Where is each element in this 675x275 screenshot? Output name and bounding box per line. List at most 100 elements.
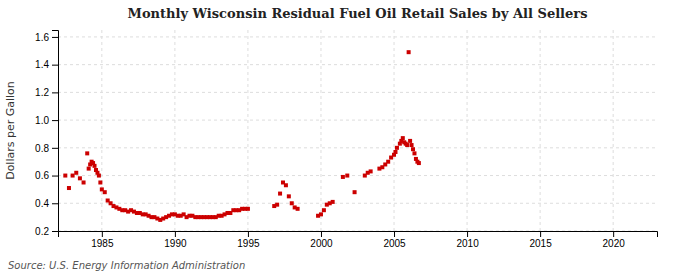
y-tick-mark [52, 65, 58, 66]
grid-line-x [540, 30, 541, 231]
y-tick: 1.4 [35, 59, 58, 70]
y-tick-label: 1.4 [35, 59, 49, 70]
x-tick: 2020 [603, 231, 626, 249]
x-tick: 2005 [383, 231, 406, 249]
grid-line-x [467, 30, 468, 231]
grid-line-x [320, 30, 321, 231]
x-tick: 1990 [164, 231, 187, 249]
point [85, 151, 89, 155]
x-tick-mark [102, 231, 103, 237]
y-tick: 0.8 [35, 143, 58, 154]
grid-line-y [58, 92, 657, 93]
point [331, 200, 335, 204]
x-tick: 2015 [529, 231, 552, 249]
y-tick-label: 0.8 [35, 143, 49, 154]
y-tick: 1.6 [35, 32, 58, 43]
point [87, 167, 91, 171]
point [412, 151, 416, 155]
x-axis-line [59, 232, 658, 238]
y-tick: 0.6 [35, 170, 58, 181]
point [417, 161, 421, 165]
grid-line-x [101, 30, 102, 231]
y-tick: 1.2 [35, 87, 58, 98]
grid-line-x [394, 30, 395, 231]
point [395, 146, 399, 150]
x-tick-label: 2015 [529, 238, 552, 249]
y-tick-label: 1.2 [35, 87, 49, 98]
x-tick-mark [248, 231, 249, 237]
y-axis: 0.2 0.4 0.6 0.8 1.0 1.2 1.4 1.6 [35, 31, 58, 237]
point [287, 194, 291, 198]
y-tick-mark [52, 176, 58, 177]
point [71, 174, 75, 178]
point [74, 171, 78, 175]
point [345, 174, 349, 178]
y-axis-label: Dollars per Gallon [4, 81, 17, 180]
grid-line-y [58, 175, 657, 176]
y-tick: 0.4 [35, 198, 58, 209]
x-tick-label: 2020 [603, 238, 626, 249]
point [401, 136, 405, 140]
point [407, 50, 411, 54]
point [63, 174, 67, 178]
x-tick-label: 1995 [237, 238, 260, 249]
point [275, 203, 279, 207]
point [405, 143, 409, 147]
point [408, 139, 412, 143]
grid-line-y [58, 36, 657, 37]
x-tick-mark [321, 231, 322, 237]
point [393, 150, 397, 154]
x-tick-label: 1985 [91, 238, 114, 249]
y-tick-mark [52, 231, 58, 232]
point [82, 180, 86, 184]
point [78, 176, 82, 180]
point [103, 190, 107, 194]
point [411, 147, 415, 151]
point [341, 175, 345, 179]
y-axis-line [52, 31, 59, 232]
y-tick-mark [52, 92, 58, 93]
point [246, 207, 250, 211]
grid-line-y [58, 203, 657, 204]
point [98, 180, 102, 184]
point [353, 190, 357, 194]
y-tick: 1.0 [35, 115, 58, 126]
grid-line-x [613, 30, 614, 231]
point [410, 143, 414, 147]
x-tick: 1995 [237, 231, 260, 249]
y-tick-label: 0.6 [35, 170, 49, 181]
x-tick: 1985 [91, 231, 114, 249]
chart-svg: 198519901995200020052010201520200.20.40.… [0, 0, 675, 275]
x-tick-mark [394, 231, 395, 237]
x-tick: 2010 [456, 231, 479, 249]
grid-line-x [174, 30, 175, 231]
y-tick-mark [52, 148, 58, 149]
x-tick-label: 2005 [383, 238, 406, 249]
x-tick-mark [613, 231, 614, 237]
grid-line-y [58, 147, 657, 148]
y-tick-mark [52, 37, 58, 38]
y-tick-mark [52, 120, 58, 121]
point [290, 201, 294, 205]
point [67, 186, 71, 190]
point [278, 192, 282, 196]
point [322, 208, 326, 212]
point [386, 160, 390, 164]
x-tick-mark [540, 231, 541, 237]
y-tick: 0.2 [35, 226, 58, 237]
grid-line-x [247, 30, 248, 231]
points [63, 50, 421, 222]
chart-container: 198519901995200020052010201520200.20.40.… [0, 0, 675, 275]
grid-line-y [58, 120, 657, 121]
x-tick-label: 2000 [310, 238, 333, 249]
y-tick-mark [52, 203, 58, 204]
point [319, 212, 323, 216]
point [296, 207, 300, 211]
x-tick-mark [467, 231, 468, 237]
y-tick-label: 0.2 [35, 226, 49, 237]
y-tick-label: 0.4 [35, 198, 49, 209]
point [97, 174, 101, 178]
title: Monthly Wisconsin Residual Fuel Oil Reta… [128, 6, 588, 21]
point [93, 164, 97, 168]
x-tick: 2000 [310, 231, 333, 249]
